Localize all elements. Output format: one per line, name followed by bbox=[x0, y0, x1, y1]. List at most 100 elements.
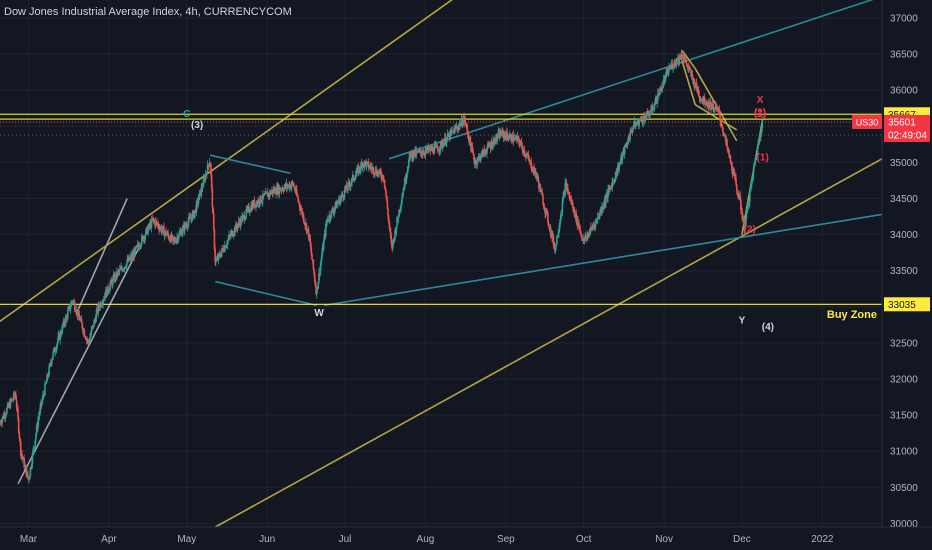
candle-body bbox=[312, 259, 315, 269]
candle-body bbox=[43, 394, 46, 396]
candle-body bbox=[302, 215, 305, 222]
candle-body bbox=[461, 124, 464, 126]
candle-body bbox=[587, 232, 590, 238]
candle-body bbox=[325, 224, 327, 236]
candle-body bbox=[640, 117, 643, 120]
candle-body bbox=[570, 198, 573, 205]
candle-body bbox=[760, 132, 762, 137]
candle-body bbox=[659, 87, 661, 95]
candle-body bbox=[744, 227, 746, 231]
candle-body bbox=[694, 86, 697, 88]
candle-body bbox=[415, 150, 418, 155]
candle-body bbox=[102, 299, 105, 301]
candle-body bbox=[31, 463, 33, 468]
candle-body bbox=[122, 269, 124, 272]
candle-body bbox=[158, 228, 161, 230]
candle-body bbox=[509, 135, 511, 139]
candle-body bbox=[301, 209, 304, 216]
candle-body bbox=[70, 302, 73, 307]
candle-body bbox=[15, 394, 17, 400]
candle-body bbox=[320, 256, 323, 262]
candle-body bbox=[387, 208, 389, 218]
candle-body bbox=[652, 109, 655, 110]
candle-body bbox=[693, 79, 696, 88]
candle-body bbox=[293, 185, 295, 187]
candle-body bbox=[396, 217, 398, 227]
candle-body bbox=[317, 282, 320, 289]
candle-body bbox=[278, 187, 281, 194]
candle-body bbox=[374, 173, 376, 175]
candle-body bbox=[424, 150, 427, 155]
candle-body bbox=[299, 206, 302, 211]
candle-body bbox=[408, 159, 410, 168]
candle-body bbox=[488, 144, 490, 147]
candle-body bbox=[542, 204, 545, 208]
candle-body bbox=[502, 130, 504, 133]
candle-body bbox=[64, 316, 67, 325]
candle-body bbox=[139, 246, 142, 248]
candle-body bbox=[632, 125, 635, 128]
candle-body bbox=[449, 130, 452, 139]
candle-body bbox=[560, 212, 563, 214]
candle-body bbox=[585, 236, 588, 239]
candle-body bbox=[161, 226, 164, 230]
candle-body bbox=[589, 231, 591, 236]
price-axis[interactable]: 3000030500310003150032000325003300033500… bbox=[881, 0, 932, 550]
candle-body bbox=[658, 94, 661, 96]
candle-body bbox=[433, 146, 436, 154]
candle-body bbox=[500, 131, 502, 135]
price-badge-bg bbox=[884, 297, 930, 312]
candle-body bbox=[354, 175, 357, 180]
candle-body bbox=[47, 375, 50, 377]
candle-body bbox=[248, 211, 251, 213]
candle-body bbox=[78, 316, 81, 321]
candle-body bbox=[751, 178, 754, 180]
candle-body bbox=[518, 141, 521, 145]
candle-body bbox=[1, 419, 3, 424]
candle-body bbox=[37, 420, 39, 429]
candle-body bbox=[298, 200, 300, 203]
candle-body bbox=[689, 69, 692, 71]
candle-body bbox=[33, 447, 35, 449]
candle-body bbox=[242, 215, 244, 217]
candle-body bbox=[400, 203, 403, 207]
candle-body bbox=[330, 210, 333, 219]
candle-body bbox=[592, 226, 594, 229]
candle-body bbox=[44, 383, 46, 396]
candle-body bbox=[436, 145, 438, 149]
candle-body bbox=[636, 123, 638, 124]
candle-body bbox=[63, 320, 66, 325]
candle-body bbox=[726, 140, 728, 147]
candle-body bbox=[54, 350, 57, 353]
candle-body bbox=[226, 240, 229, 245]
candle-body bbox=[506, 136, 509, 140]
candle-body bbox=[739, 195, 741, 201]
candle-body bbox=[726, 146, 729, 149]
candle-body bbox=[208, 162, 211, 167]
candle-body bbox=[60, 333, 63, 335]
candle-body bbox=[698, 96, 701, 98]
candle-body bbox=[632, 127, 634, 132]
candle-body bbox=[154, 221, 157, 226]
candle-body bbox=[311, 253, 313, 260]
candle-body bbox=[181, 227, 184, 233]
candle-body bbox=[73, 300, 75, 303]
candle-body bbox=[215, 259, 218, 262]
candle-body bbox=[107, 291, 110, 293]
candle-body bbox=[161, 229, 163, 232]
candle-body bbox=[103, 296, 106, 300]
candle-body bbox=[483, 149, 486, 152]
candle-body bbox=[38, 413, 41, 417]
time-axis[interactable]: Mar Apr May Jun Jul Aug Sep Oct Nov Dec 2022 bbox=[0, 526, 932, 550]
candle-body bbox=[565, 182, 568, 190]
candle-body bbox=[333, 209, 335, 214]
price-tick-label: 34500 bbox=[890, 194, 918, 205]
candle-body bbox=[185, 225, 188, 227]
candle-body bbox=[556, 236, 558, 245]
wave-label: C bbox=[183, 109, 190, 120]
time-tick-label: Mar bbox=[20, 534, 38, 545]
candle-body bbox=[261, 200, 263, 202]
candle-body bbox=[549, 227, 552, 235]
candle-body bbox=[403, 178, 406, 189]
